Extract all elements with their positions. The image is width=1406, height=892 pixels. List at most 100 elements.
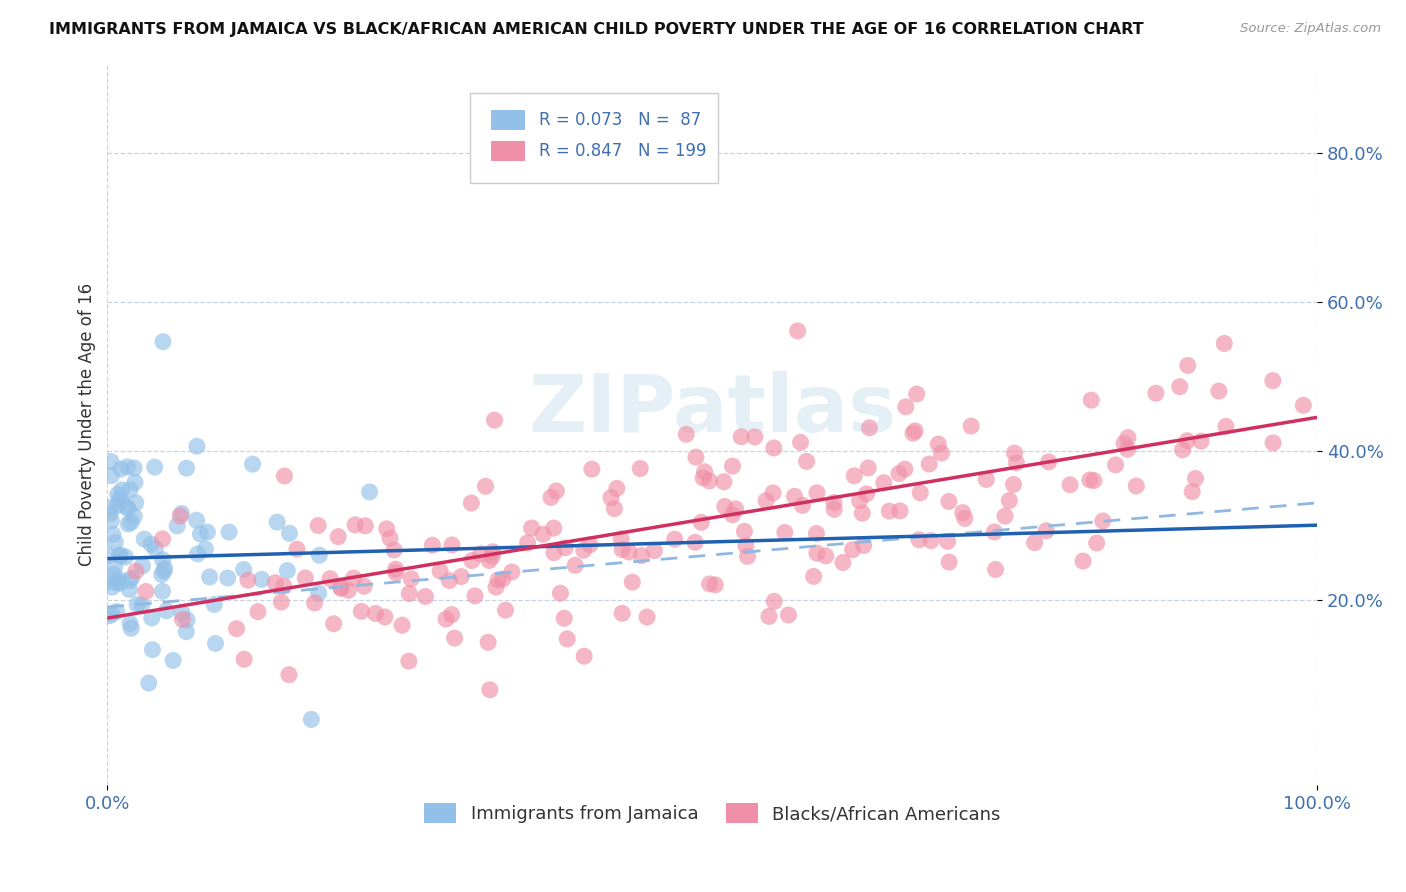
Point (603, 501, 626, 516)
Point (218, 524, 240, 539)
Point (1035, 524, 1057, 538)
Point (152, 334, 174, 349)
Point (1261, 374, 1284, 388)
Point (176, 613, 198, 627)
Point (359, 484, 381, 499)
Text: IMMIGRANTS FROM JAMAICA VS BLACK/AFRICAN AMERICAN CHILD POVERTY UNDER THE AGE OF: IMMIGRANTS FROM JAMAICA VS BLACK/AFRICAN… (49, 22, 1144, 37)
Point (1078, 473, 1101, 487)
Point (97, 549, 120, 563)
Point (108, 491, 131, 506)
Point (270, 595, 292, 609)
Point (803, 569, 825, 583)
Point (1215, 419, 1237, 434)
Point (134, 532, 156, 546)
Point (887, 467, 910, 481)
Point (152, 552, 174, 566)
Point (938, 555, 960, 569)
Point (110, 493, 132, 508)
Point (242, 457, 264, 471)
Point (364, 607, 387, 621)
Point (904, 424, 927, 438)
Point (1184, 471, 1206, 485)
Point (984, 562, 1007, 576)
Point (398, 586, 420, 600)
Point (138, 676, 160, 690)
FancyBboxPatch shape (491, 110, 524, 129)
Point (139, 537, 162, 551)
Point (108, 576, 131, 591)
Point (1083, 474, 1105, 488)
Point (855, 487, 877, 501)
Point (322, 616, 344, 631)
Point (481, 545, 503, 559)
Point (153, 561, 176, 575)
Point (398, 654, 420, 668)
Point (901, 426, 924, 441)
Point (170, 507, 193, 521)
Point (495, 603, 517, 617)
Point (330, 582, 353, 596)
Point (1213, 336, 1236, 351)
Point (730, 430, 752, 444)
Text: ZIPatlas: ZIPatlas (529, 371, 897, 450)
Point (101, 527, 124, 541)
Point (953, 511, 976, 525)
Point (823, 495, 845, 509)
Point (721, 459, 744, 474)
Point (1080, 393, 1102, 408)
Point (115, 500, 138, 514)
Point (135, 584, 157, 599)
Point (319, 572, 342, 586)
Point (122, 509, 145, 524)
Point (994, 509, 1017, 524)
Point (643, 543, 665, 558)
Point (225, 622, 247, 636)
Point (152, 532, 174, 546)
Point (464, 589, 486, 603)
Point (553, 611, 575, 625)
Point (155, 604, 177, 618)
Point (858, 461, 880, 475)
Point (100, 514, 122, 528)
Point (531, 527, 554, 541)
Point (176, 624, 198, 639)
Point (143, 460, 166, 475)
Point (190, 527, 212, 541)
Point (1189, 434, 1212, 449)
Y-axis label: Child Poverty Under the Age of 16: Child Poverty Under the Age of 16 (79, 283, 96, 566)
Point (908, 533, 931, 547)
Point (960, 419, 983, 434)
Point (486, 573, 509, 587)
Point (806, 485, 828, 500)
Point (308, 586, 330, 600)
Point (610, 542, 633, 557)
Point (122, 461, 145, 475)
Point (342, 571, 364, 585)
Point (704, 578, 727, 592)
Point (848, 493, 870, 508)
Point (762, 441, 785, 455)
Point (440, 607, 463, 622)
Point (187, 547, 209, 561)
Point (276, 564, 298, 578)
Point (1168, 380, 1191, 394)
Point (439, 574, 461, 588)
Point (806, 526, 828, 541)
Point (429, 564, 451, 578)
Point (628, 461, 651, 475)
Point (844, 468, 866, 483)
Point (100, 468, 122, 483)
Point (1002, 477, 1025, 491)
Point (294, 571, 316, 585)
Point (176, 461, 198, 475)
Point (1085, 536, 1108, 550)
Point (124, 475, 146, 490)
Point (692, 471, 714, 485)
Point (478, 553, 501, 567)
Point (1208, 384, 1230, 398)
Point (683, 535, 706, 549)
Point (693, 465, 716, 479)
Point (329, 580, 352, 594)
Point (285, 542, 308, 557)
Point (952, 506, 974, 520)
